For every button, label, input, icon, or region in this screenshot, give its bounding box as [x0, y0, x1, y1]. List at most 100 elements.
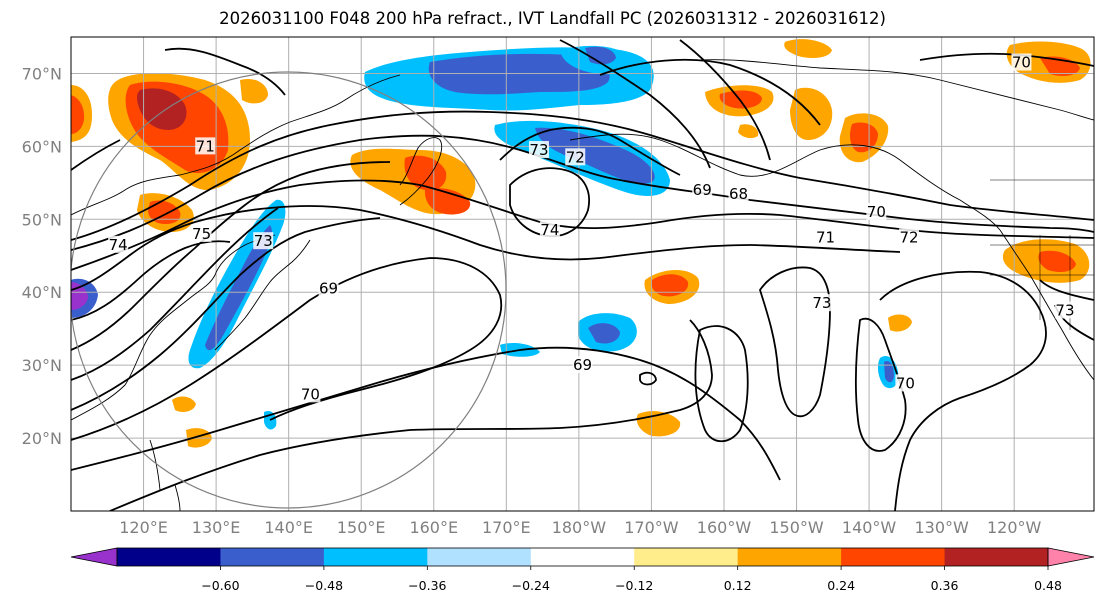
- contour-line: [639, 371, 657, 386]
- contour-label: 75: [192, 225, 211, 243]
- state-borders: [990, 179, 1094, 330]
- colorbar-segment: [530, 548, 635, 566]
- contour-label-bg: [253, 232, 274, 250]
- contour-label-bg: [692, 181, 713, 199]
- contour-label: 70: [896, 374, 915, 392]
- colorbar-segment: [427, 548, 532, 566]
- contour-label-bg: [318, 279, 339, 297]
- lat-label: 50°N: [22, 210, 62, 229]
- contour-line: [509, 167, 590, 238]
- lon-label: 180°W: [552, 518, 607, 537]
- shade-blob: [428, 53, 610, 95]
- lon-label: 140°E: [264, 518, 313, 537]
- colorbar-tick-label: 0.48: [1034, 578, 1062, 593]
- contour-line: [71, 161, 391, 351]
- contour-label: 69: [319, 280, 338, 298]
- contour-label-bg: [528, 141, 549, 159]
- colorbar-segment: [841, 548, 946, 566]
- contour-label-bg: [866, 203, 887, 221]
- coast-kamchatka: [399, 137, 443, 206]
- contour-label: 69: [693, 181, 712, 199]
- lon-label: 170°W: [624, 518, 679, 537]
- contour-label-bg: [565, 148, 586, 166]
- coast-korea-china: [71, 234, 276, 421]
- colorbar-tick-label: −0.12: [615, 578, 653, 593]
- coast-japan: [214, 239, 311, 351]
- map-frame: [70, 36, 1095, 512]
- colorbar-segment: [117, 548, 221, 566]
- colorbar-tick-label: −0.60: [201, 578, 239, 593]
- shade-blob: [240, 78, 268, 104]
- map-area[interactable]: 71 74 75 73 69 74 73 72 69 68 70 71 72 70 69 73 70 70 73: [70, 37, 1094, 511]
- lat-label: 30°N: [22, 356, 62, 375]
- contour-line: [679, 39, 771, 161]
- contour-line: [71, 346, 781, 481]
- coast-na-west: [999, 229, 1094, 381]
- contour-line: [759, 266, 831, 418]
- contour-label: 73: [254, 232, 273, 250]
- shade-blob: [588, 323, 620, 344]
- longitude-labels: 120°E 130°E 140°E 150°E 160°E 170°E 180°W 170°W…: [119, 518, 1041, 537]
- lon-label: 120°E: [119, 518, 168, 537]
- contour-label: 70: [301, 385, 320, 403]
- contour-line: [71, 217, 381, 411]
- lon-label: 150°W: [769, 518, 824, 537]
- contour-label-bg: [898, 228, 919, 246]
- contour-label-bg: [1054, 301, 1075, 319]
- contour-line: [879, 270, 1047, 511]
- contour-line: [71, 240, 231, 321]
- lon-label: 130°W: [914, 518, 969, 537]
- contour-line: [559, 39, 711, 169]
- colorbar-tick-label: −0.48: [305, 578, 343, 593]
- lat-label: 40°N: [22, 283, 62, 302]
- contour-line: [71, 205, 901, 291]
- contour-labels: 71 74 75 73 69 74 73 72 69 68 70 71 72 70 69 73 70 70 73: [108, 53, 1075, 403]
- shade-blob: [137, 88, 187, 130]
- contour-label-bg: [1011, 53, 1032, 71]
- lon-label: 120°W: [987, 518, 1042, 537]
- contour-line: [71, 257, 503, 441]
- contour-label-bg: [195, 137, 216, 155]
- contour-label: 69: [573, 356, 592, 374]
- coast-arctic: [699, 59, 1094, 121]
- contour-label: 71: [196, 137, 215, 155]
- shade-blob: [651, 274, 689, 297]
- colorbar-tick-label: −0.24: [512, 578, 550, 593]
- contour-line: [71, 134, 1094, 251]
- colorbar-segment: [944, 548, 1049, 566]
- lon-label: 160°E: [409, 518, 458, 537]
- coast-alaska: [569, 133, 1001, 231]
- contour-line: [164, 47, 286, 96]
- contour-line: [599, 58, 821, 126]
- shade-blob: [71, 95, 85, 134]
- contour-line: [694, 325, 749, 443]
- colorbar-frame: [116, 547, 1049, 567]
- colorbar-segment: [737, 548, 842, 566]
- colorbar-segment: [634, 548, 739, 566]
- contour-label-bg: [895, 374, 916, 392]
- highlight-circle: [71, 71, 507, 509]
- contour-label: 70: [1012, 54, 1031, 72]
- contour-label-bg: [728, 184, 749, 202]
- lon-label: 130°E: [192, 518, 241, 537]
- contour-label: 74: [109, 236, 128, 254]
- shade-blob: [424, 188, 471, 215]
- contour-label-bg: [815, 228, 836, 246]
- shade-blob: [738, 124, 759, 139]
- shade-blob: [404, 155, 447, 191]
- contour-line: [855, 317, 907, 452]
- contour-line: [71, 207, 279, 381]
- colorbar-extend-right: [1047, 547, 1095, 567]
- refractivity-contours: [71, 39, 1094, 511]
- colorbar-tick-label: −0.36: [408, 578, 446, 593]
- colorbar-tick-label: 0.24: [827, 578, 855, 593]
- latitude-labels: 70°N 60°N 50°N 40°N 30°N 20°N: [22, 64, 62, 448]
- coastlines: [71, 59, 1094, 511]
- contour-label-bg: [108, 235, 129, 253]
- contour-label-bg: [539, 221, 560, 239]
- shade-blob: [884, 360, 894, 383]
- shade-blob: [585, 46, 616, 65]
- colorbar-extend-left: [70, 547, 118, 567]
- contour-label: 68: [729, 185, 748, 203]
